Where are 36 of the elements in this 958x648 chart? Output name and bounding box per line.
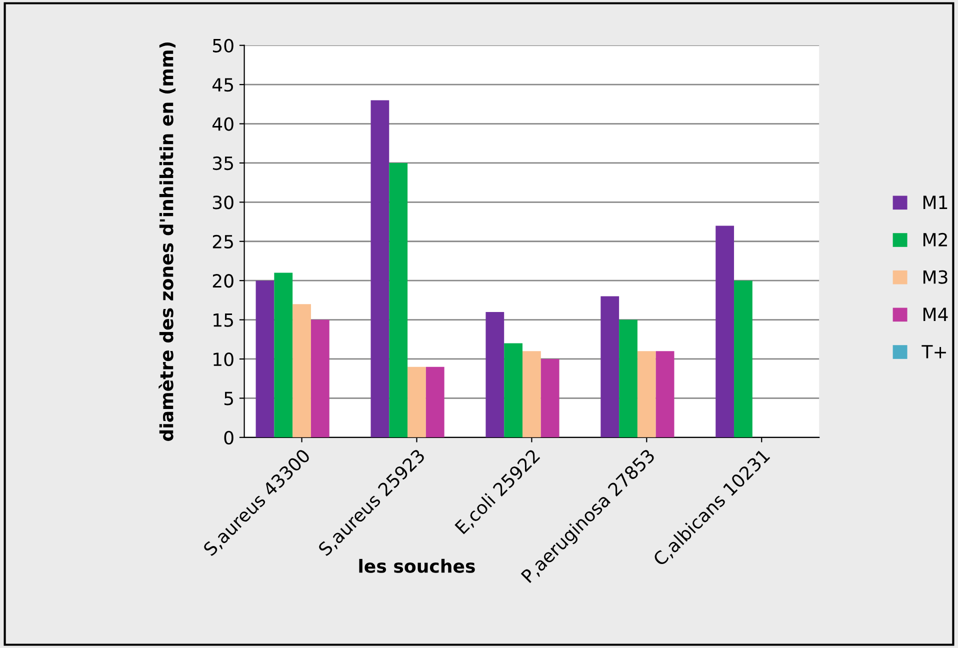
y-tick-label: 10 — [214, 352, 234, 366]
bar — [486, 312, 504, 438]
y-tick-label: 5 — [224, 392, 233, 406]
bar — [716, 226, 734, 438]
bar — [310, 320, 330, 438]
bar — [370, 100, 390, 438]
bar — [619, 320, 638, 438]
bar — [600, 296, 620, 438]
bar — [256, 280, 274, 438]
y-tick-label: 25 — [212, 234, 233, 248]
bar — [408, 366, 426, 438]
bar — [274, 272, 293, 438]
bar — [734, 280, 752, 438]
y-tick-label: 30 — [212, 196, 234, 210]
legend-label: M3 — [923, 270, 948, 284]
bar — [389, 162, 408, 438]
y-tick-label: 20 — [212, 274, 234, 288]
legend-label: M4 — [923, 308, 948, 321]
bar — [540, 358, 560, 438]
legend-label: T+ — [922, 345, 946, 358]
y-tick-label: 0 — [224, 430, 234, 445]
y-axis-title: diamètre des zones d'inhibitin en (mm) — [158, 42, 176, 441]
legend-label: M2 — [923, 232, 947, 246]
y-tick-label: 40 — [212, 117, 234, 131]
y-tick-label: 45 — [212, 78, 233, 92]
x-axis-title: les souches — [359, 558, 475, 573]
bar — [656, 351, 674, 438]
bar — [504, 343, 522, 438]
y-tick-label: 35 — [212, 156, 233, 170]
legend-label: M1 — [923, 196, 948, 209]
y-tick-label: 15 — [214, 313, 233, 327]
y-tick-label: 50 — [212, 38, 234, 52]
bar — [637, 351, 656, 438]
bar — [426, 366, 444, 438]
bar — [522, 351, 541, 438]
bar — [292, 304, 311, 438]
